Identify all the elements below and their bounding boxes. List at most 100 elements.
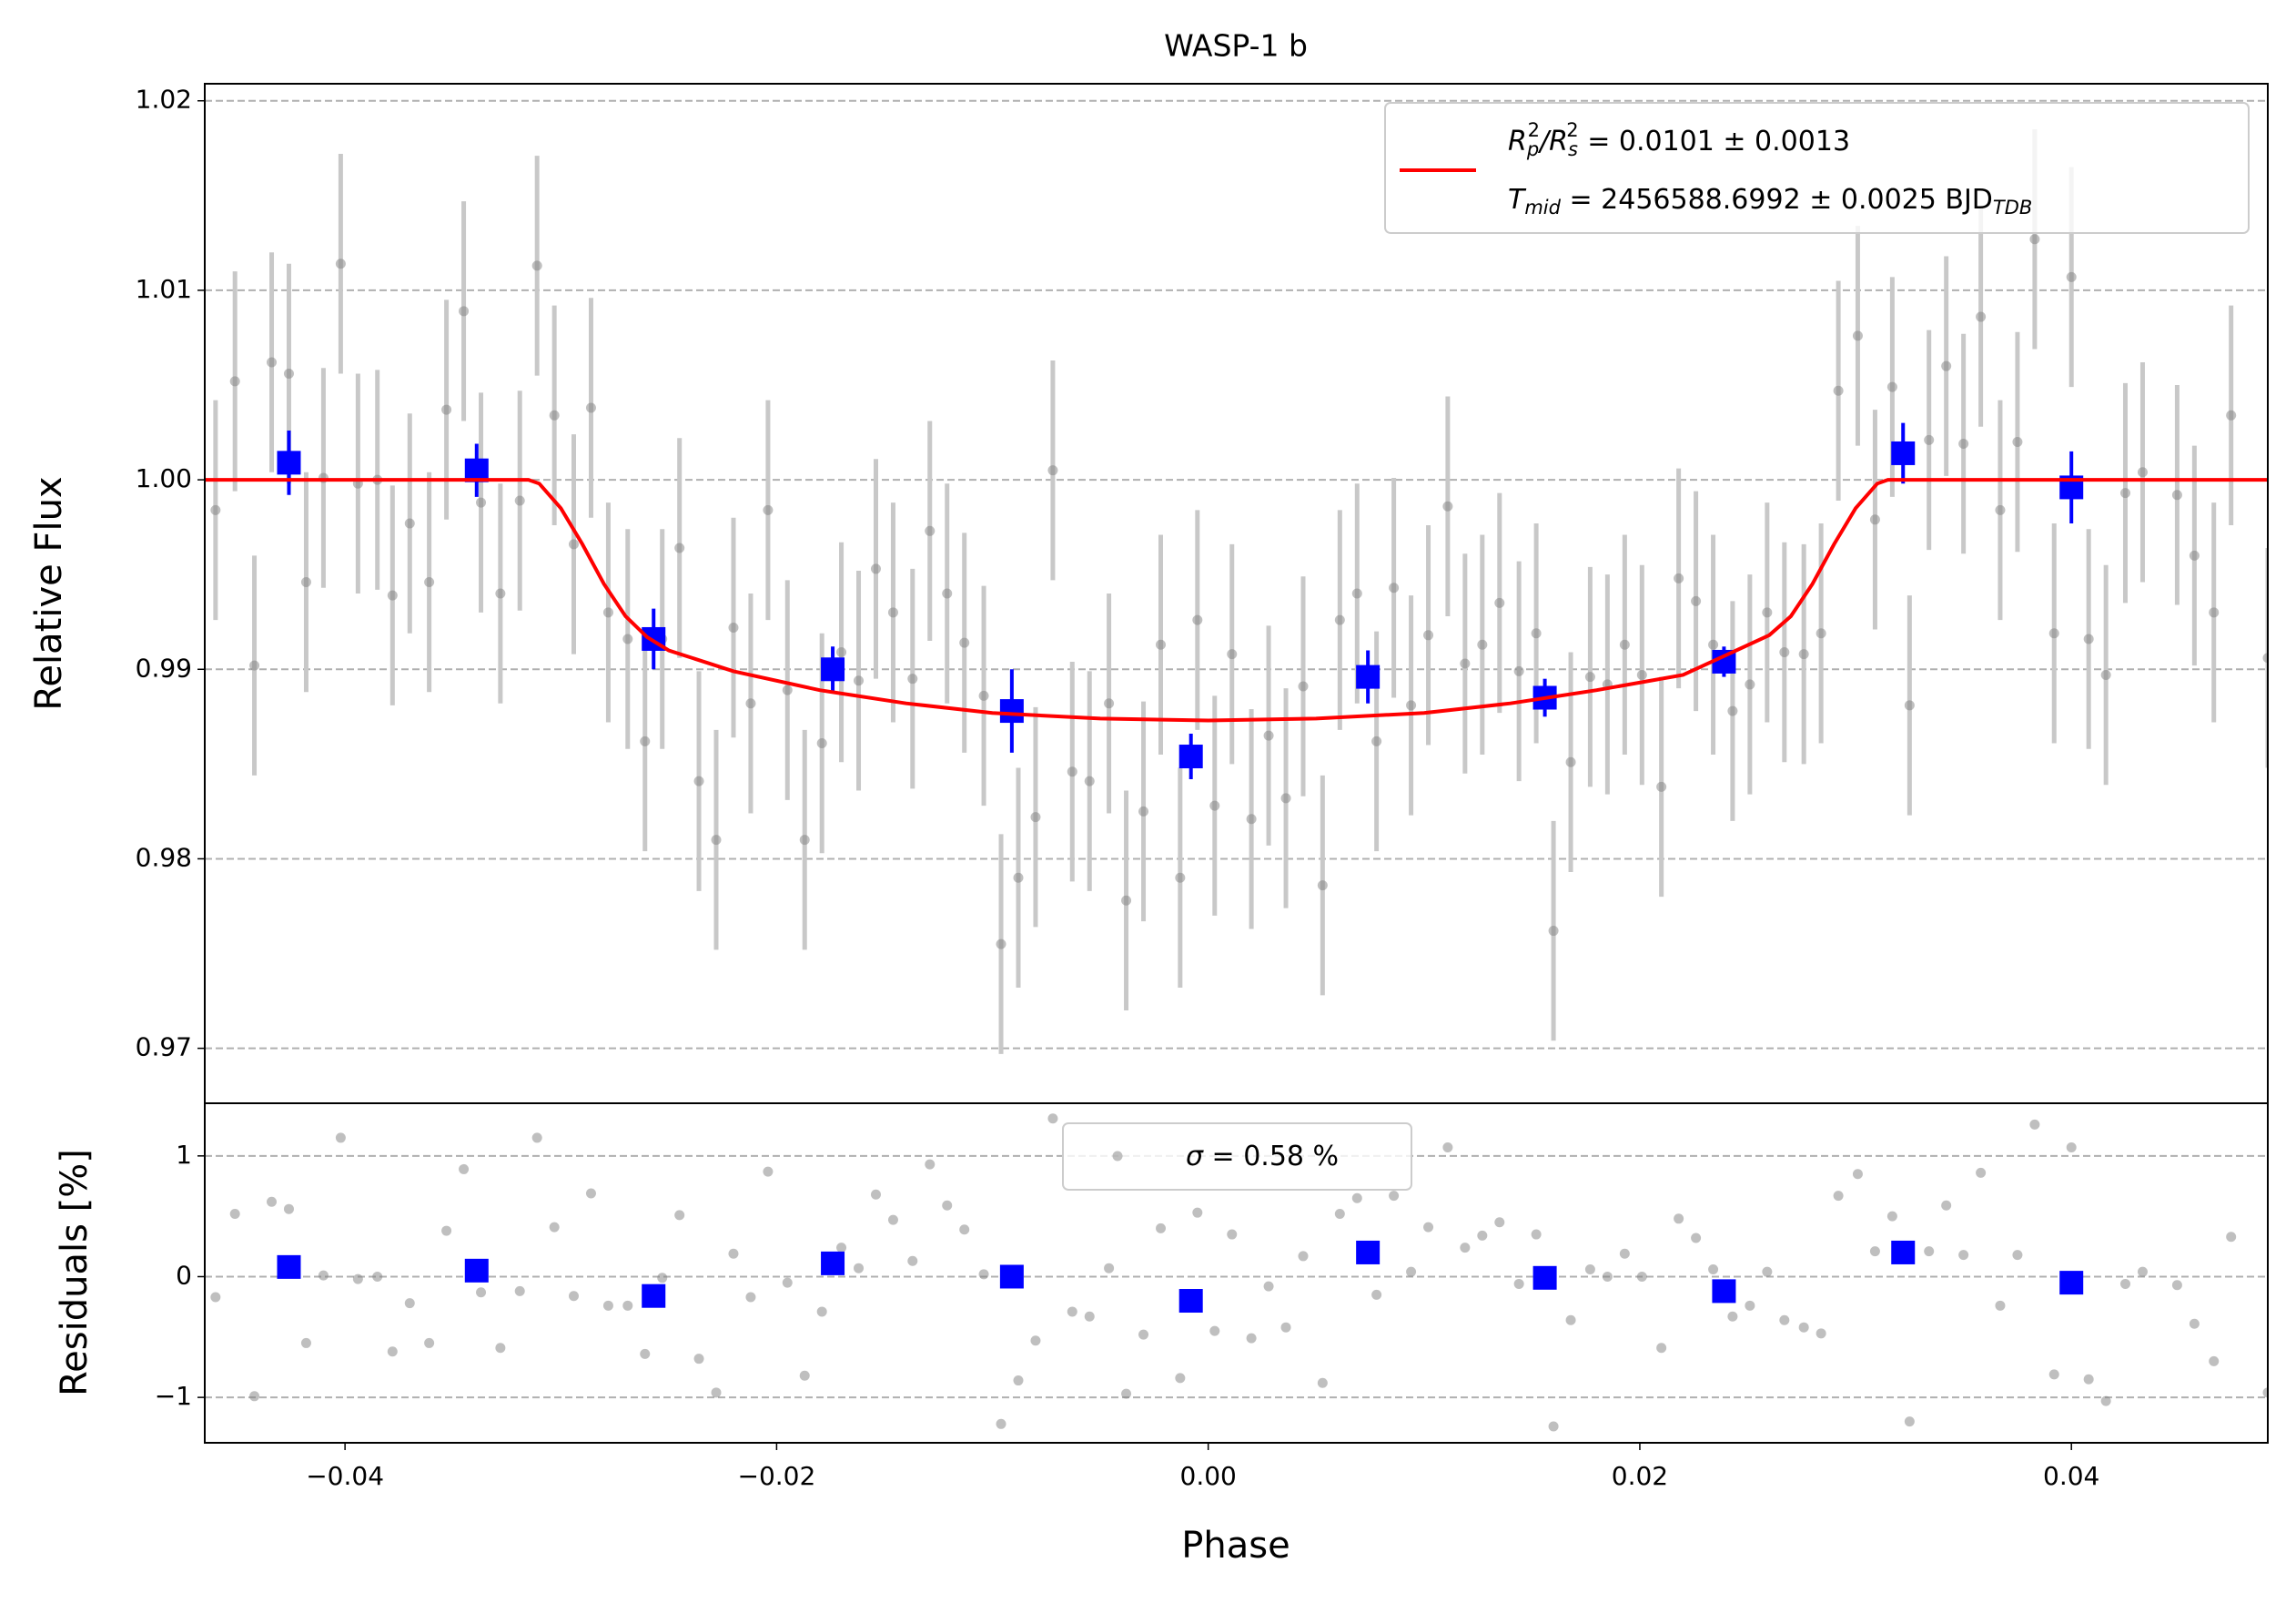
data-point xyxy=(1371,736,1382,746)
data-point xyxy=(568,539,579,550)
data-point xyxy=(1531,628,1542,639)
data-point xyxy=(1548,926,1559,937)
data-point xyxy=(1460,1243,1471,1253)
data-point xyxy=(229,1209,240,1220)
data-point xyxy=(2119,488,2130,499)
data-point xyxy=(745,698,756,709)
data-point xyxy=(1886,381,1897,392)
data-point xyxy=(459,1163,470,1174)
data-point xyxy=(996,938,1006,949)
data-point xyxy=(1351,588,1362,599)
data-point xyxy=(404,1298,415,1309)
data-point xyxy=(2137,1266,2148,1277)
data-point xyxy=(1209,800,1220,811)
data-point xyxy=(1584,1264,1595,1275)
binned-point xyxy=(999,1264,1024,1289)
legend-label: Tmid = 2456588.6992 ± 0.0025 BJDTDB xyxy=(1508,184,2032,219)
data-point xyxy=(1869,1246,1880,1257)
data-point xyxy=(549,410,560,421)
data-point xyxy=(1389,1191,1400,1202)
y-tick-label: 0.98 xyxy=(136,842,192,872)
y-axis-label: Relative Flux xyxy=(28,476,70,710)
y-tick-label: 0.97 xyxy=(136,1032,192,1062)
data-point xyxy=(549,1222,560,1233)
data-point xyxy=(799,835,810,846)
data-point xyxy=(424,1337,435,1348)
data-point xyxy=(2189,1318,2200,1329)
data-point xyxy=(249,660,260,671)
data-point xyxy=(2226,410,2237,421)
legend-text: / xyxy=(1537,126,1552,157)
data-point xyxy=(1246,1333,1257,1344)
data-point xyxy=(1531,1229,1542,1240)
data-point xyxy=(1941,360,1952,371)
data-point xyxy=(1138,1329,1149,1340)
data-point xyxy=(1674,1213,1684,1224)
data-point xyxy=(568,1291,579,1302)
data-point xyxy=(1477,639,1488,650)
data-point xyxy=(1924,434,1935,445)
data-point xyxy=(1513,1278,1524,1289)
data-point xyxy=(1298,1251,1309,1262)
y-tick-label: 1.01 xyxy=(136,274,192,304)
data-point xyxy=(1816,628,1826,639)
data-point xyxy=(816,1306,827,1317)
data-point xyxy=(1976,1167,1987,1178)
data-point xyxy=(2262,653,2268,664)
data-point xyxy=(996,1418,1006,1429)
data-point xyxy=(210,504,221,515)
data-layer xyxy=(210,1113,2268,1432)
data-point xyxy=(693,1354,704,1365)
y-tick-label: 0.99 xyxy=(136,653,192,683)
data-point xyxy=(1246,814,1257,825)
data-point xyxy=(925,1159,936,1170)
data-point xyxy=(387,1346,398,1357)
data-point xyxy=(693,776,704,786)
data-point xyxy=(1442,501,1453,512)
data-point xyxy=(1192,1207,1203,1218)
data-point xyxy=(585,402,596,413)
data-point xyxy=(1762,607,1773,618)
y-tick-label: 1.00 xyxy=(136,463,192,493)
data-point xyxy=(1460,658,1471,669)
data-point xyxy=(2209,607,2220,618)
legend-box xyxy=(1384,102,2250,234)
data-point xyxy=(372,1271,383,1282)
data-point xyxy=(1565,756,1576,767)
data-point xyxy=(602,1300,613,1311)
data-point xyxy=(728,622,739,633)
legend-text: = 0.58 % xyxy=(1203,1141,1339,1172)
data-point xyxy=(1351,1192,1362,1203)
x-axis-label: Phase xyxy=(1181,1525,1290,1567)
data-point xyxy=(836,647,847,658)
data-point xyxy=(1030,812,1041,823)
data-point xyxy=(1263,730,1274,741)
data-point xyxy=(1209,1325,1220,1336)
data-point xyxy=(1175,872,1186,883)
legend-text: TDB xyxy=(1993,197,2032,218)
data-point xyxy=(1798,1322,1809,1333)
data-point xyxy=(2171,1280,2182,1291)
binned-point xyxy=(1712,1279,1736,1304)
binned-point xyxy=(277,1254,301,1279)
binned-point xyxy=(1178,1289,1203,1314)
data-point xyxy=(1691,595,1702,606)
data-point xyxy=(1816,1328,1826,1339)
data-point xyxy=(1565,1314,1576,1325)
data-point xyxy=(441,1225,452,1236)
data-point xyxy=(1976,311,1987,322)
data-point xyxy=(300,577,311,588)
data-point xyxy=(2048,628,2059,639)
data-point xyxy=(674,543,685,553)
data-point xyxy=(854,1263,865,1273)
x-tick-label: 0.02 xyxy=(1612,1461,1668,1491)
legend-text: p xyxy=(1526,138,1539,160)
data-point xyxy=(728,1248,739,1259)
binned-point xyxy=(999,699,1024,724)
legend-label: σ = 0.58 % xyxy=(1186,1141,1339,1172)
data-point xyxy=(585,1188,596,1199)
data-point xyxy=(404,518,415,529)
y-tick-label: 1.02 xyxy=(136,85,192,115)
data-point xyxy=(640,736,651,746)
